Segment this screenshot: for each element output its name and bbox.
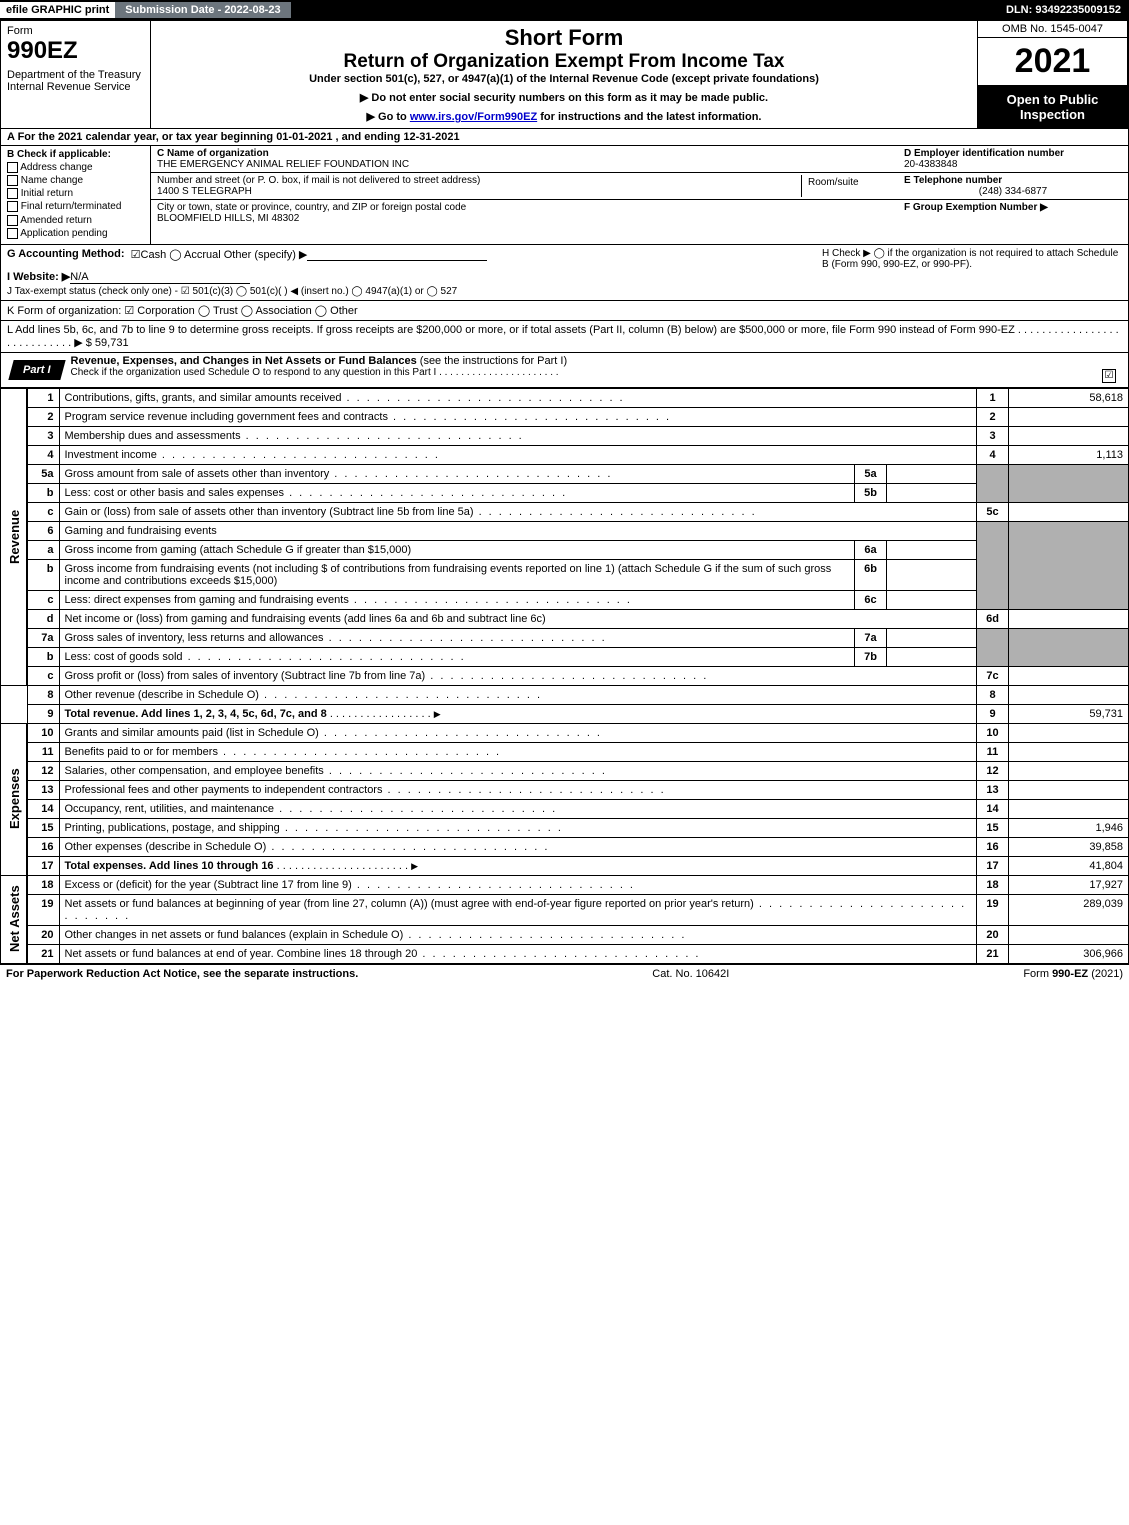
row-i: I Website: ▶N/A <box>7 270 1122 284</box>
street: 1400 S TELEGRAPH <box>157 186 252 197</box>
paperwork-notice: For Paperwork Reduction Act Notice, see … <box>6 968 358 980</box>
street-label: Number and street (or P. O. box, if mail… <box>157 175 480 186</box>
irs-link[interactable]: www.irs.gov/Form990EZ <box>410 111 537 123</box>
part-1-header: Part I Revenue, Expenses, and Changes in… <box>0 353 1129 388</box>
form-id-col: Form 990EZ Department of the Treasury In… <box>1 21 151 128</box>
expenses-vlabel: Expenses <box>1 723 28 875</box>
cb-application-pending[interactable]: Application pending <box>7 228 144 239</box>
tel-label: E Telephone number <box>904 175 1002 186</box>
org-name-label: C Name of organization <box>157 148 269 159</box>
city: BLOOMFIELD HILLS, MI 48302 <box>157 213 299 224</box>
ein-label: D Employer identification number <box>904 148 1064 159</box>
col-d-ids: D Employer identification number20-43838… <box>898 146 1128 244</box>
website-value: N/A <box>70 271 250 284</box>
form-header-box: Form 990EZ Department of the Treasury In… <box>0 20 1129 129</box>
row-a-tax-year: A For the 2021 calendar year, or tax yea… <box>0 129 1129 146</box>
amt-1: 58,618 <box>1009 388 1129 407</box>
amt-19: 289,039 <box>1009 894 1129 925</box>
city-label: City or town, state or province, country… <box>157 202 466 213</box>
col-b-header: B Check if applicable: <box>7 149 144 160</box>
row-g: G Accounting Method: ☑ Cash ◯ Accrual Ot… <box>7 248 822 261</box>
cat-no: Cat. No. 10642I <box>652 968 729 980</box>
form-version: Form 990-EZ (2021) <box>1023 968 1123 980</box>
amt-4: 1,113 <box>1009 445 1129 464</box>
row-k: K Form of organization: ☑ Corporation ◯ … <box>0 301 1129 321</box>
org-name: THE EMERGENCY ANIMAL RELIEF FOUNDATION I… <box>157 159 409 170</box>
title-goto: ▶ Go to www.irs.gov/Form990EZ for instru… <box>157 110 971 123</box>
cb-amended-return[interactable]: Amended return <box>7 215 144 226</box>
col-c-org-info: C Name of organization THE EMERGENCY ANI… <box>151 146 898 244</box>
amt-9: 59,731 <box>1009 704 1129 723</box>
cb-final-return[interactable]: Final return/terminated <box>7 201 144 212</box>
netassets-vlabel: Net Assets <box>1 875 28 963</box>
cb-initial-return[interactable]: Initial return <box>7 188 144 199</box>
section-ghij: H Check ▶ ◯ if the organization is not r… <box>0 245 1129 301</box>
amt-15: 1,946 <box>1009 818 1129 837</box>
amt-18: 17,927 <box>1009 875 1129 894</box>
revenue-vlabel: Revenue <box>1 388 28 685</box>
cb-address-change[interactable]: Address change <box>7 162 144 173</box>
room-label: Room/suite <box>808 177 859 188</box>
section-bcd: B Check if applicable: Address change Na… <box>0 146 1129 245</box>
row-l: L Add lines 5b, 6c, and 7b to line 9 to … <box>0 321 1129 353</box>
omb-number: OMB No. 1545-0047 <box>978 21 1127 38</box>
efile-print-label[interactable]: efile GRAPHIC print <box>0 2 115 18</box>
dept-label: Department of the Treasury Internal Reve… <box>7 69 144 93</box>
part-tab: Part I <box>8 360 65 380</box>
title-short-form: Short Form <box>157 25 971 51</box>
col-b-checkboxes: B Check if applicable: Address change Na… <box>1 146 151 244</box>
footer: For Paperwork Reduction Act Notice, see … <box>0 964 1129 983</box>
telephone: (248) 334-6877 <box>904 186 1122 197</box>
amt-16: 39,858 <box>1009 837 1129 856</box>
amt-17: 41,804 <box>1009 856 1129 875</box>
tax-year: 2021 <box>978 38 1127 86</box>
title-main: Return of Organization Exempt From Incom… <box>157 51 971 73</box>
dln: DLN: 93492235009152 <box>998 2 1129 18</box>
part-title: Revenue, Expenses, and Changes in Net As… <box>63 353 1128 387</box>
row-j: J Tax-exempt status (check only one) - ☑… <box>7 286 1122 297</box>
open-inspection: Open to Public Inspection <box>978 86 1127 128</box>
part1-checkbox[interactable]: ☑ <box>1102 369 1116 383</box>
row-h: H Check ▶ ◯ if the organization is not r… <box>822 248 1122 270</box>
form-number: 990EZ <box>7 37 144 65</box>
lines-table: Revenue 1Contributions, gifts, grants, a… <box>0 388 1129 964</box>
title-col: Short Form Return of Organization Exempt… <box>151 21 978 128</box>
form-label: Form <box>7 25 144 37</box>
ein: 20-4383848 <box>904 159 957 170</box>
efile-header: efile GRAPHIC print Submission Date - 20… <box>0 0 1129 20</box>
right-col: OMB No. 1545-0047 2021 Open to Public In… <box>978 21 1128 128</box>
cb-name-change[interactable]: Name change <box>7 175 144 186</box>
title-section: Under section 501(c), 527, or 4947(a)(1)… <box>157 73 971 85</box>
amt-21: 306,966 <box>1009 944 1129 963</box>
title-ssn-warning: ▶ Do not enter social security numbers o… <box>157 91 971 104</box>
submission-date: Submission Date - 2022-08-23 <box>115 2 290 18</box>
group-exemption-label: F Group Exemption Number ▶ <box>904 202 1048 213</box>
